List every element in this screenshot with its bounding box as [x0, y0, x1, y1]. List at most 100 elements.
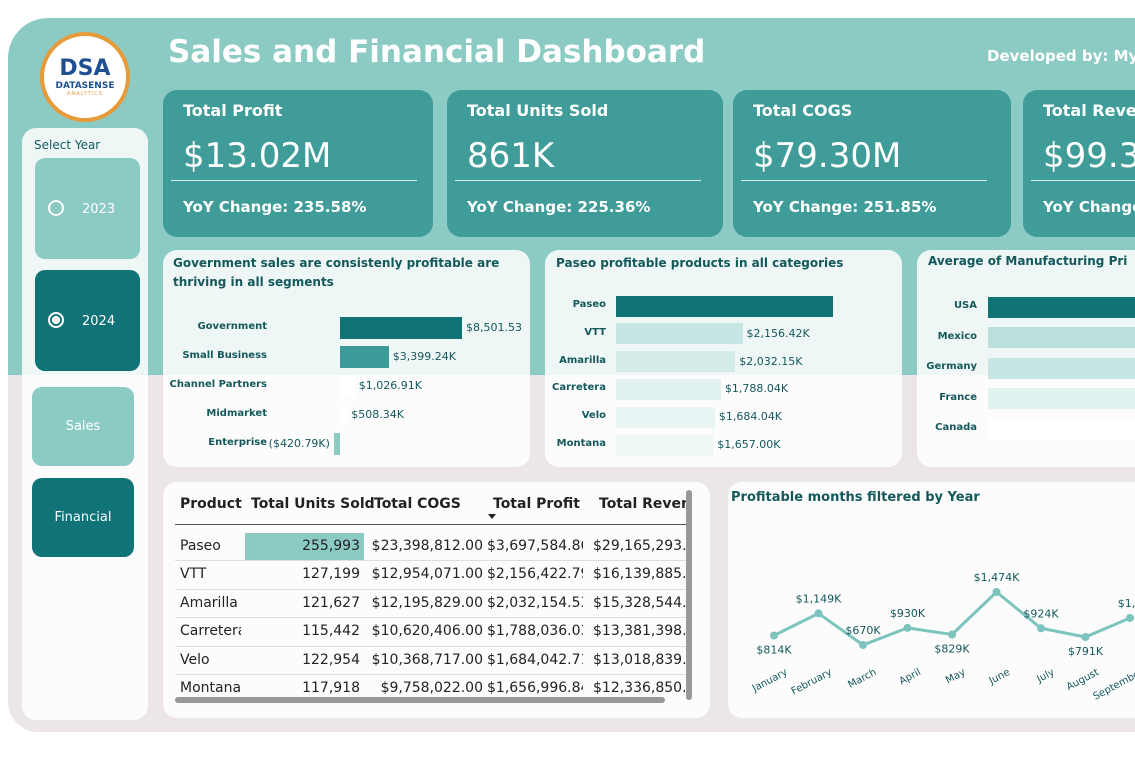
row-rule	[175, 645, 686, 647]
cell: 255,993	[302, 538, 360, 554]
value-label: $1,149K	[796, 592, 842, 605]
row-rule	[175, 674, 686, 675]
cell: Velo	[180, 651, 210, 668]
cell: $10,368,717.00	[371, 651, 483, 668]
sort-arrow	[488, 514, 496, 519]
category-label: Midmarket	[206, 408, 267, 419]
value-label: $1,0	[1118, 597, 1135, 610]
developer: Developed by: Myar	[987, 47, 1135, 65]
year-label: 2023	[82, 202, 116, 217]
chart-title: Average of Manufacturing Pri	[928, 254, 1128, 268]
category-label: Small Business	[182, 350, 267, 361]
country-panel: Average of Manufacturing Pri USA Mexico Ger…	[917, 250, 1135, 467]
cell: $1,684,042.71	[487, 651, 583, 668]
point	[903, 623, 912, 632]
category-label: Mexico	[937, 330, 977, 342]
kpi-divider	[1031, 180, 1135, 181]
page-button[interactable]: Financial	[32, 478, 134, 557]
cell: $3,697,584.86	[487, 538, 583, 554]
bar	[333, 433, 340, 455]
data-bar	[245, 533, 364, 560]
category-label: VTT	[584, 326, 606, 338]
cell: $1,656,996.84	[487, 680, 583, 696]
value-label: $791K	[1068, 645, 1104, 658]
category-label: France	[939, 391, 977, 403]
value-label: $814K	[756, 644, 792, 657]
radio	[48, 312, 64, 328]
bar	[616, 434, 714, 456]
value-label: $829K	[934, 643, 970, 656]
cell: Amarilla	[180, 594, 238, 611]
column-header[interactable]: Total Profit	[493, 496, 580, 512]
value-label: $670K	[845, 624, 881, 637]
kpi-divider	[741, 180, 987, 181]
kpi-card	[1023, 90, 1135, 237]
bar	[340, 375, 355, 397]
cell: 121,627	[302, 594, 360, 611]
kpi-title: Total COGS	[753, 101, 853, 120]
category-label: Enterprise	[208, 437, 267, 448]
kpi-value: $13.02M	[183, 136, 332, 176]
cell: 127,199	[302, 566, 360, 583]
point	[1126, 613, 1134, 622]
bar	[616, 351, 736, 373]
point	[859, 641, 867, 649]
category-label: Canada	[935, 422, 977, 433]
cell: $16,139,885.5	[593, 566, 686, 583]
cell: 117,918	[302, 680, 360, 696]
bar	[988, 357, 1135, 379]
value-label: $2,156.42K	[746, 326, 810, 340]
cell: Paseo	[180, 538, 221, 554]
point	[1037, 624, 1045, 633]
cell: $10,620,406.00	[371, 623, 483, 640]
cell: $2,156,422.79	[487, 566, 583, 583]
row-rule	[175, 617, 686, 619]
month-label: July	[1034, 667, 1056, 686]
cell: $12,195,829.00	[371, 594, 483, 611]
month-label: March	[846, 667, 878, 691]
value-label: $1,788.04K	[724, 382, 789, 396]
year-label: 2024	[82, 314, 116, 329]
category-label: Channel Partners	[169, 379, 267, 390]
chart-title: Government sales are consistenly profita…	[173, 256, 500, 289]
category-label: Velo	[581, 410, 606, 422]
bar	[616, 406, 715, 428]
page-button[interactable]: Sales	[32, 387, 134, 466]
cell: $13,018,839.5	[593, 651, 686, 668]
cell: $12,954,071.00	[371, 566, 483, 583]
cell: $2,032,154.53	[487, 594, 583, 611]
line-panel	[728, 482, 1135, 718]
row-rule	[175, 588, 686, 590]
radio	[48, 200, 64, 216]
column-header[interactable]: Product	[180, 496, 242, 512]
value-label: $8,501.53K	[466, 321, 521, 334]
point	[992, 588, 1001, 596]
kpi-divider	[455, 180, 701, 181]
cell: 115,442	[302, 623, 360, 640]
point	[814, 609, 823, 618]
bar	[988, 418, 1135, 440]
logo: DSA DATASENSE ANALYTICS	[40, 32, 130, 122]
scrollbar-v	[686, 490, 692, 700]
cell: $9,758,022.00	[380, 680, 483, 696]
cell: 122,954	[302, 651, 360, 668]
month-label: January	[750, 667, 790, 695]
logo-mark: DSA	[59, 56, 111, 81]
value-label: $1,684.04K	[718, 410, 783, 424]
kpi-yoy: YoY Change: 235.58%	[183, 198, 367, 216]
column-header[interactable]: Total Revenu	[599, 496, 692, 512]
column-header[interactable]: Total Units Sold	[251, 496, 375, 512]
value-label: $930K	[890, 607, 926, 620]
cell: $23,398,812.00	[371, 538, 483, 554]
row-rule	[175, 560, 686, 562]
chart-title: Paseo profitable products in all categor…	[556, 256, 844, 270]
cell: Montana	[180, 680, 241, 696]
kpi-title: Total Units Sold	[467, 101, 609, 120]
column-header[interactable]: Total COGS	[374, 496, 461, 512]
point	[1081, 633, 1090, 642]
logo-name: DATASENSE	[55, 81, 115, 91]
bar	[340, 346, 389, 368]
value-label: $1,026.91K	[358, 379, 422, 392]
value-label: $1,474K	[974, 571, 1020, 584]
bar	[616, 323, 743, 345]
